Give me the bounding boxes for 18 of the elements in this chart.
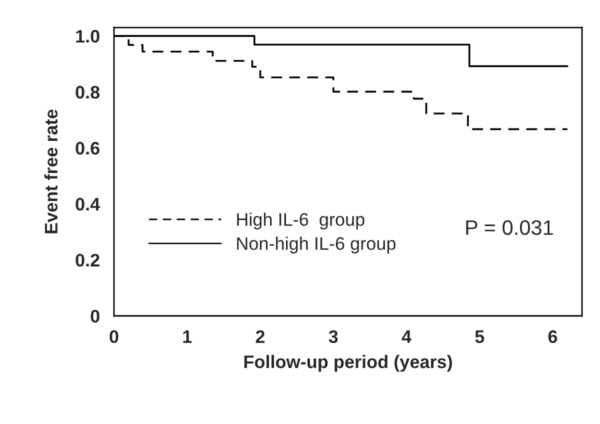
x-tick-label: 5 [475,330,484,344]
x-tick-label: 2 [256,330,265,343]
x-tick-label: 4 [402,330,412,343]
y-tick-label: 0.8 [76,86,100,99]
y-tick-label: 0.6 [76,142,100,155]
y-tick-label: 0 [90,310,100,323]
y-tick-label: 0.4 [76,198,100,211]
x-axis-title: Follow-up period (years) [244,354,452,372]
y-tick-label: 1.0 [76,30,100,43]
x-tick-label: 3 [328,330,338,344]
y-axis-title: Event free rate [44,110,58,234]
x-tick-label: 1 [183,330,192,343]
x-tick-label: 0 [110,330,118,344]
x-tick-label: 6 [548,330,558,344]
annotation: P = 0.031 [466,220,553,235]
y-tick-label: 0.2 [76,254,100,267]
legend-label: High IL-6 group [237,212,364,230]
legend-label: Non-high IL-6 group [237,236,396,254]
